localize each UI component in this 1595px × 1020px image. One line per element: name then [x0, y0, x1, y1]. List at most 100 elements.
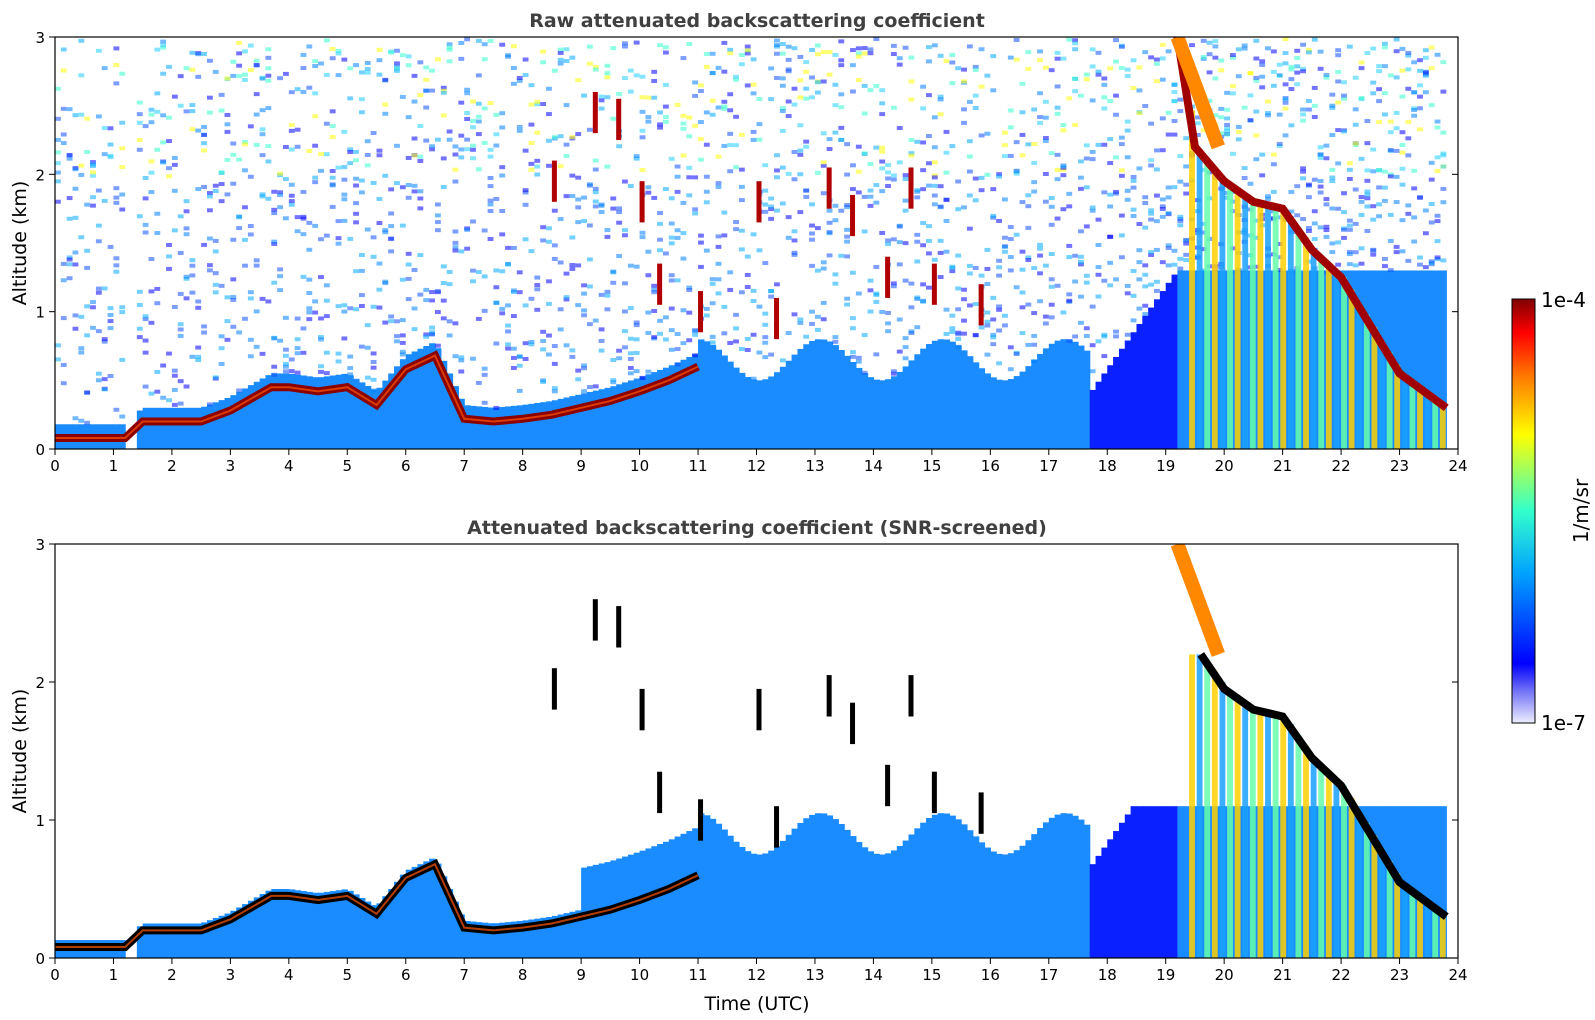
noise-cell — [1095, 69, 1102, 74]
noise-cell — [323, 350, 330, 355]
backscatter-cell — [920, 348, 927, 449]
noise-cell — [329, 175, 336, 180]
noise-cell — [312, 91, 319, 96]
noise-cell — [914, 139, 921, 144]
noise-cell — [195, 299, 202, 304]
noise-cell — [1177, 154, 1184, 159]
noise-cell — [1422, 73, 1429, 78]
noise-cell — [259, 194, 266, 199]
noise-cell — [505, 342, 511, 347]
noise-cell — [1329, 105, 1336, 110]
noise-cell — [551, 386, 558, 391]
noise-cell — [347, 147, 354, 152]
noise-cell — [1136, 260, 1143, 265]
noise-cell — [575, 220, 582, 225]
noise-cell — [803, 60, 810, 65]
noise-cell — [493, 112, 500, 117]
noise-cell — [277, 171, 283, 176]
noise-cell — [744, 347, 751, 352]
noise-cell — [931, 43, 938, 48]
noise-cell — [171, 304, 178, 309]
noise-cell — [791, 86, 798, 91]
noise-cell — [376, 305, 383, 310]
noise-cell — [698, 120, 704, 125]
noise-cell — [1200, 230, 1207, 235]
x-tick-label: 23 — [1390, 966, 1409, 984]
noise-cell — [534, 99, 541, 104]
noise-cell — [95, 329, 102, 334]
noise-cell — [1241, 105, 1248, 110]
precip-column — [1401, 883, 1408, 958]
noise-cell — [1124, 119, 1131, 124]
noise-cell — [113, 46, 120, 51]
noise-cell — [1440, 200, 1447, 205]
noise-cell — [312, 180, 319, 185]
backscatter-cell — [271, 889, 278, 958]
noise-cell — [394, 339, 400, 344]
noise-cell — [978, 175, 985, 180]
backscatter-cell — [692, 354, 699, 449]
noise-cell — [832, 82, 839, 87]
noise-cell — [534, 307, 541, 312]
noise-cell — [405, 183, 412, 188]
noise-cell — [230, 297, 237, 302]
noise-cell — [586, 61, 593, 66]
noise-cell — [271, 336, 278, 341]
noise-cell — [470, 268, 476, 273]
backscatter-cell — [1118, 348, 1126, 449]
backscatter-cell — [972, 362, 980, 449]
noise-cell — [984, 319, 991, 324]
backscatter-cell — [1177, 270, 1184, 449]
noise-cell — [481, 42, 488, 47]
precip-column — [1211, 166, 1218, 449]
noise-cell — [873, 352, 880, 357]
noise-cell — [557, 327, 564, 332]
x-tick-label: 6 — [401, 457, 411, 475]
backscatter-cell — [604, 387, 611, 449]
noise-cell — [896, 56, 903, 61]
noise-cell — [1072, 279, 1079, 284]
noise-cell — [733, 227, 739, 232]
noise-cell — [1083, 143, 1090, 148]
precip-column — [1394, 873, 1401, 958]
noise-cell — [1300, 118, 1307, 123]
backscatter-cell — [1130, 332, 1138, 449]
backscatter-cell — [557, 398, 565, 449]
noise-cell — [1107, 161, 1114, 166]
noise-cell — [1317, 153, 1324, 158]
noise-cell — [791, 250, 798, 255]
noise-cell — [154, 389, 161, 394]
noise-cell — [1323, 234, 1330, 239]
noise-cell — [142, 175, 149, 180]
noise-cell — [1370, 217, 1377, 222]
noise-cell — [423, 334, 430, 339]
noise-cell — [318, 369, 324, 374]
noise-cell — [639, 95, 646, 100]
precip-column — [1303, 745, 1309, 958]
panel-raw-title: Raw attenuated backscattering coefficien… — [529, 10, 985, 32]
noise-cell — [1002, 197, 1008, 202]
backscatter-cell — [265, 890, 272, 958]
noise-cell — [113, 407, 120, 412]
noise-cell — [516, 290, 523, 295]
noise-cell — [616, 144, 623, 149]
noise-cell — [651, 308, 658, 313]
noise-cell — [405, 115, 412, 120]
noise-cell — [499, 232, 506, 237]
noise-cell — [1311, 37, 1318, 42]
backscatter-cell — [388, 889, 395, 958]
x-tick-label: 12 — [747, 966, 766, 984]
noise-cell — [253, 258, 260, 263]
noise-cell — [142, 222, 149, 227]
noise-cell — [119, 146, 126, 151]
noise-cell — [850, 270, 856, 275]
noise-cell — [1200, 221, 1207, 226]
noise-cell — [703, 174, 710, 179]
noise-cell — [604, 164, 611, 169]
noise-cell — [1136, 248, 1143, 253]
noise-cell — [1007, 108, 1014, 113]
noise-cell — [774, 168, 780, 173]
noise-cell — [1306, 182, 1312, 187]
noise-cell — [399, 318, 406, 323]
noise-cell — [633, 320, 640, 325]
